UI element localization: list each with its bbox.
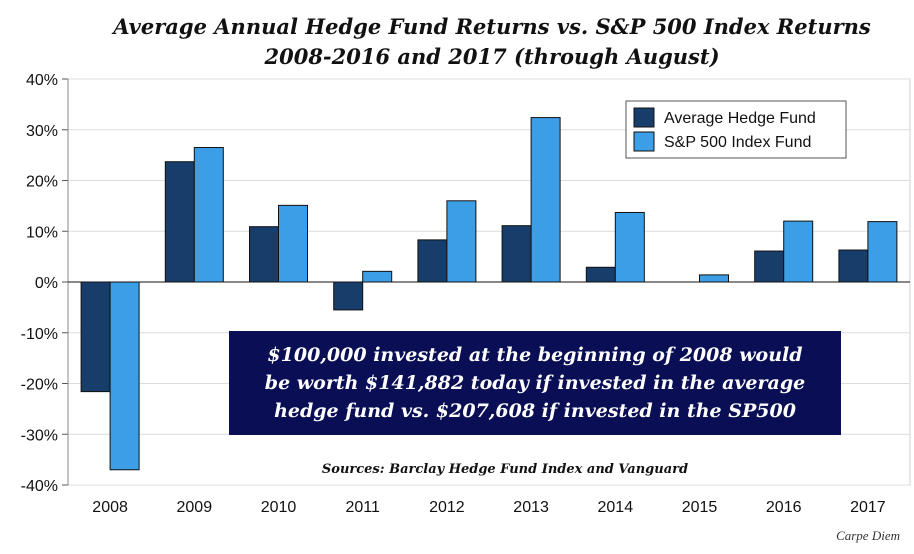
callout-line-2: be worth $141,882 today if invested in t… <box>264 372 806 394</box>
bar-hedge-fund <box>80 281 111 393</box>
x-tick-label: 2011 <box>345 499 380 516</box>
x-tick-label: 2013 <box>513 499 549 516</box>
x-tick-label: 2010 <box>261 499 297 516</box>
legend-swatch <box>633 131 655 152</box>
chart-title: Average Annual Hedge Fund Returns vs. S&… <box>113 14 871 39</box>
x-tick-label: 2008 <box>92 499 128 516</box>
legend-swatch <box>633 107 655 128</box>
callout-line-1: $100,000 invested at the beginning of 20… <box>267 344 803 366</box>
bar-hedge-fund <box>501 225 532 283</box>
credit-label: Carpe Diem <box>836 528 900 543</box>
bar-hedge-fund <box>164 161 195 283</box>
chart-subtitle: 2008-2016 and 2017 (through August) <box>264 44 720 69</box>
bar-sp500 <box>867 221 898 283</box>
x-tick-label: 2016 <box>766 499 802 516</box>
y-tick-label: -30% <box>21 427 58 444</box>
callout-line-3: hedge fund vs. $207,608 if invested in t… <box>274 400 796 422</box>
bar-hedge-fund <box>417 239 448 283</box>
bar-sp500 <box>278 204 308 283</box>
y-tick-label: -10% <box>21 326 58 343</box>
y-tick-label: -40% <box>21 478 58 495</box>
legend-label: Average Hedge Fund <box>664 110 816 127</box>
bar-sp500 <box>530 117 561 283</box>
bar-sp500 <box>446 200 477 283</box>
bar-sp500 <box>699 274 729 283</box>
legend-box <box>625 100 847 159</box>
y-tick-label: 40% <box>26 72 58 89</box>
y-tick-label: 0% <box>35 275 58 292</box>
bar-sp500 <box>193 147 224 283</box>
legend-label: S&P 500 Index Fund <box>664 134 811 151</box>
bar-sp500 <box>362 270 393 283</box>
bar-sp500 <box>614 211 645 283</box>
x-tick-label: 2015 <box>682 499 718 516</box>
bar-hedge-fund <box>838 249 869 283</box>
y-tick-label: 30% <box>26 123 58 140</box>
bar-sp500 <box>783 220 814 283</box>
bar-hedge-fund <box>754 250 785 283</box>
bar-hedge-fund <box>585 266 616 283</box>
bar-hedge-fund <box>249 226 279 283</box>
x-tick-label: 2012 <box>429 499 465 516</box>
y-tick-label: 10% <box>26 224 58 241</box>
investment-callout: $100,000 invested at the beginning of 20… <box>229 331 841 435</box>
bar-sp500 <box>109 281 140 471</box>
sources-note: Sources: Barclay Hedge Fund Index and Va… <box>321 462 689 477</box>
bar-hedge-fund <box>333 281 364 311</box>
x-tick-label: 2017 <box>850 499 886 516</box>
y-tick-label: -20% <box>21 377 58 394</box>
x-tick-label: 2009 <box>177 499 213 516</box>
y-tick-label: 20% <box>26 174 58 191</box>
x-tick-label: 2014 <box>598 499 634 516</box>
